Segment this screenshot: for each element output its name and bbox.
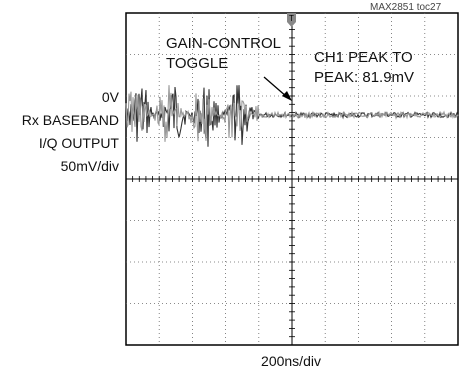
annotation-peak-line1: CH1 PEAK TO: [314, 49, 413, 66]
trigger-marker-icon: [287, 13, 296, 27]
figure-id: MAX2851 toc27: [370, 2, 442, 13]
annotation-gain-control-line1: GAIN-CONTROL: [166, 35, 282, 52]
series-line-2: [125, 85, 459, 142]
trigger-letter: T: [289, 14, 294, 23]
y-label-scale: 50mV/div: [60, 158, 119, 174]
annotation-arrow: [263, 76, 292, 101]
annotation-peak-line2: PEAK: 81.9mV: [314, 69, 415, 86]
annotation-gain-control-line2: TOGGLE: [166, 55, 229, 72]
grid: [125, 12, 459, 346]
y-label-line3: I/Q OUTPUT: [38, 135, 119, 151]
x-axis-label: 200ns/div: [261, 353, 321, 369]
y-label-0v: 0V: [101, 89, 119, 105]
y-label-line2: Rx BASEBAND: [21, 112, 119, 128]
traces: [125, 85, 459, 147]
